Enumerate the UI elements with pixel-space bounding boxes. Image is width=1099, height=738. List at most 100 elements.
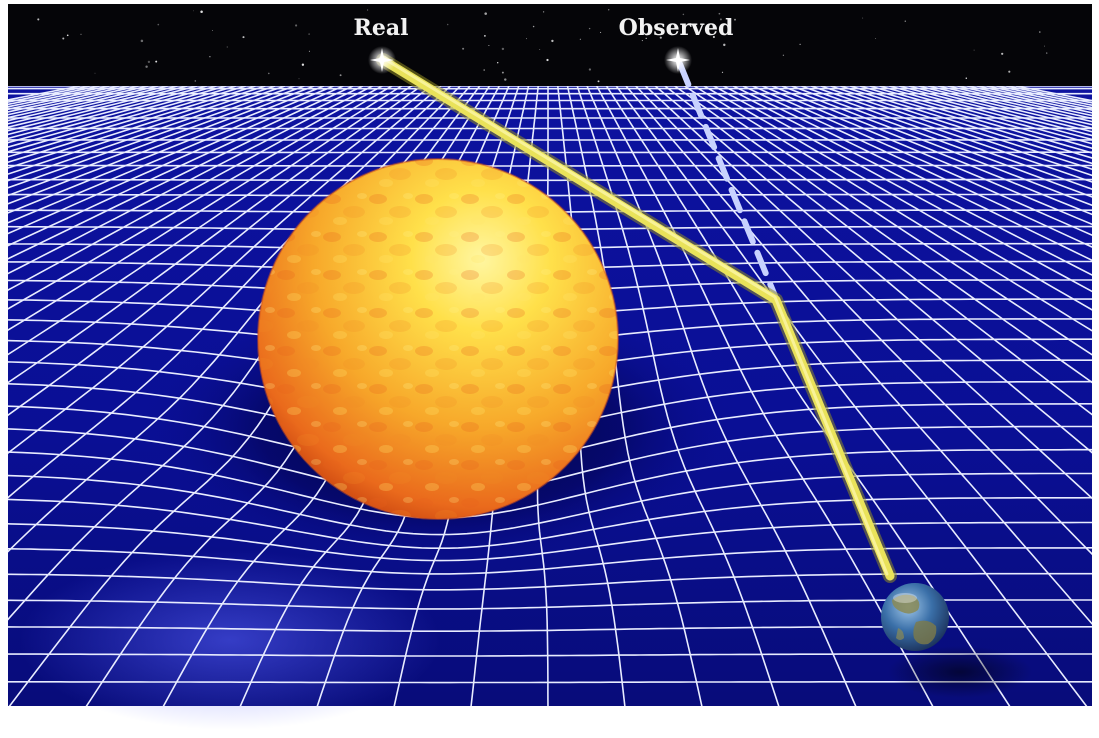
grid-column-line [830, 86, 1092, 171]
grid-column-line [8, 86, 188, 132]
grid-column-line [791, 86, 1092, 198]
background-star [193, 10, 194, 12]
observed-star-label: Observed [619, 15, 734, 41]
grid-column-line [762, 86, 1092, 226]
background-star [339, 74, 342, 77]
grid-column-line [8, 86, 178, 128]
grid-row-line [8, 193, 1092, 197]
grid-column-line [8, 86, 403, 332]
background-star [608, 9, 610, 11]
background-star [209, 56, 211, 58]
grid-column-line [8, 86, 393, 310]
background-star [242, 36, 245, 39]
background-star [226, 46, 228, 48]
starfield [37, 9, 1048, 83]
grid-column-line [8, 86, 208, 140]
background-star [723, 43, 726, 47]
background-star [155, 60, 158, 63]
earth-shadow [888, 646, 1032, 698]
background-star [579, 38, 581, 40]
background-star [734, 18, 736, 21]
background-star [462, 47, 465, 50]
grid-column-line [8, 86, 344, 235]
background-star [308, 50, 310, 52]
grid-column-line [820, 86, 1092, 177]
background-star [1001, 52, 1004, 55]
background-star [367, 9, 369, 11]
background-star [389, 33, 391, 35]
sun-icon [257, 158, 619, 520]
background-star [542, 11, 545, 13]
grid-column-line [8, 86, 422, 384]
background-star [1046, 52, 1048, 54]
grid-column-line [664, 86, 1092, 416]
grid-column-line [908, 86, 1092, 133]
grid-column-line [8, 86, 266, 169]
background-star [525, 38, 527, 40]
grid-column-line [8, 86, 442, 455]
grid-column-line [605, 86, 1011, 706]
grid-column-line [869, 86, 1092, 150]
background-star [965, 77, 968, 79]
grid-column-line [8, 86, 295, 189]
grid-column-line [732, 86, 1092, 262]
grid-column-line [684, 86, 1092, 356]
grid-column-line [674, 86, 1092, 384]
grid-column-line [723, 86, 1092, 276]
grid-column-line [654, 86, 1092, 454]
grid-column-line [849, 86, 1092, 159]
background-star [712, 35, 715, 39]
background-star [719, 18, 722, 21]
background-star [501, 71, 504, 74]
grid-column-line [8, 86, 217, 144]
grid-column-line [8, 86, 461, 553]
background-star [1008, 70, 1011, 73]
background-star [862, 17, 864, 19]
grid-column-line [879, 86, 1092, 145]
grid-column-line [781, 86, 1092, 207]
grid-row-line [8, 448, 1092, 519]
grid-column-line [888, 86, 1092, 141]
background-star [157, 23, 160, 26]
grid-column-line [8, 86, 373, 275]
grid-column-line [8, 86, 383, 291]
background-star [539, 49, 541, 50]
background-star [588, 27, 591, 30]
grid-column-line [8, 86, 364, 260]
grid-column-line [8, 86, 256, 163]
observed-light-path [677, 61, 783, 311]
background-star [799, 43, 801, 46]
grid-column-line [859, 86, 1092, 154]
background-star [682, 13, 685, 16]
background-star [600, 31, 602, 33]
grid-column-line [8, 86, 315, 205]
grid-column-line [801, 86, 1092, 190]
background-star [501, 47, 505, 51]
background-star [973, 49, 975, 51]
grid-column-line [625, 86, 1092, 625]
background-star [212, 30, 213, 31]
background-star [1043, 45, 1045, 47]
grid-column-line [586, 86, 857, 706]
grid-column-line [8, 86, 334, 224]
fabric-glow [20, 550, 440, 730]
grid-column-line [713, 86, 1092, 293]
background-star [588, 68, 592, 71]
background-star [488, 45, 490, 46]
background-star [147, 60, 151, 64]
background-star [145, 65, 148, 68]
background-star [37, 18, 40, 21]
grid-column-line [8, 86, 247, 158]
grid-column-line [752, 86, 1092, 237]
grid-column-line [8, 86, 276, 175]
grid-column-line [8, 86, 412, 356]
grid-column-line [810, 86, 1092, 183]
background-star [551, 39, 554, 43]
grid-column-line [635, 86, 1092, 556]
background-star [721, 71, 724, 73]
grid-column-line [703, 86, 1092, 311]
grid-column-line [8, 86, 325, 214]
background-star [62, 37, 65, 40]
